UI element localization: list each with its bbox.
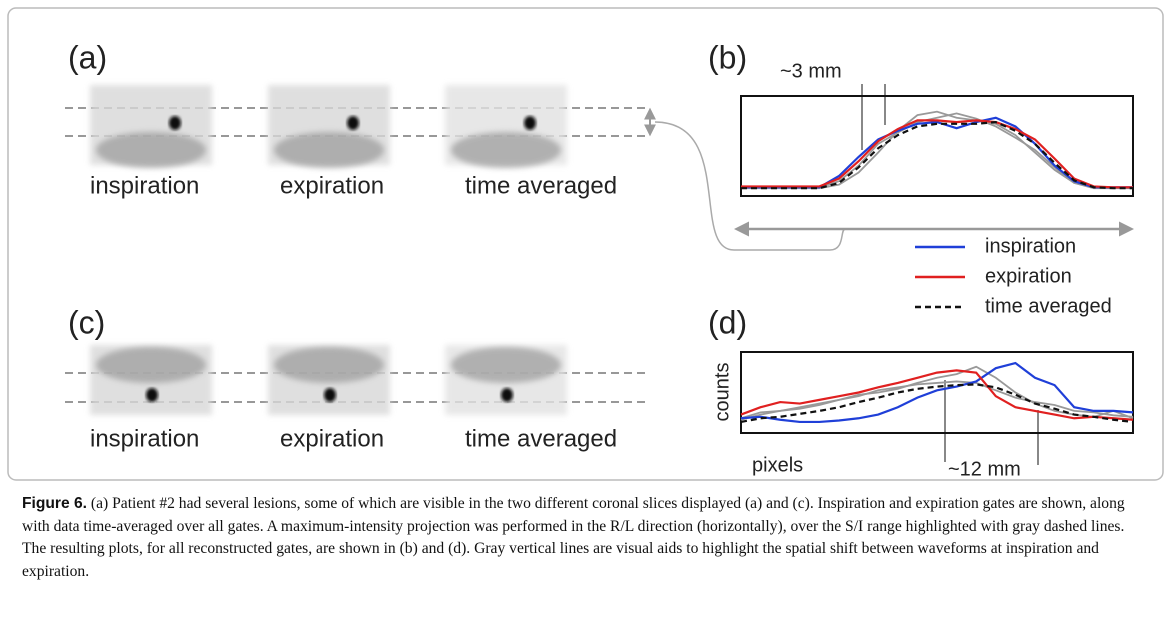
series-line xyxy=(740,361,1134,424)
lesion xyxy=(169,116,181,130)
scan-shadow xyxy=(274,132,384,168)
scan-shadow xyxy=(96,347,206,383)
annotation: ~12 mm xyxy=(948,458,1021,480)
panel-label: (d) xyxy=(708,304,747,340)
y-axis-label: counts xyxy=(711,363,733,422)
panel-label: (c) xyxy=(68,304,105,340)
image-label: expiration xyxy=(280,172,384,199)
annotation: ~3 mm xyxy=(780,60,842,82)
caption: Figure 6. (a) Patient #2 had several les… xyxy=(22,493,1152,583)
panel-label: (a) xyxy=(68,39,107,75)
series-line xyxy=(741,119,1133,189)
series-line xyxy=(741,116,1133,189)
scan-shadow xyxy=(274,347,384,383)
series-line xyxy=(740,380,1134,420)
series-line xyxy=(740,369,1134,421)
lesion xyxy=(146,388,158,402)
image-label: time averaged xyxy=(465,425,617,452)
figure-border xyxy=(7,7,1164,481)
legend-label: inspiration xyxy=(985,235,1076,257)
plot-frame xyxy=(740,95,1134,197)
lesion xyxy=(524,116,536,130)
plot-frame xyxy=(740,351,1134,434)
caption-text: (a) Patient #2 had several lesions, some… xyxy=(22,495,1125,580)
image-label: time averaged xyxy=(465,172,617,199)
caption-label: Figure 6. xyxy=(22,495,87,512)
series-line xyxy=(741,120,1133,190)
x-axis-label: pixels xyxy=(752,454,803,476)
scan-shadow xyxy=(451,347,561,383)
image-label: inspiration xyxy=(90,425,199,452)
series-line xyxy=(740,383,1134,424)
legend-label: expiration xyxy=(985,265,1072,287)
legend-label: time averaged xyxy=(985,295,1112,317)
panel-label: (b) xyxy=(708,39,747,75)
image-label: inspiration xyxy=(90,172,199,199)
lesion xyxy=(501,388,513,402)
scan-shadow xyxy=(451,132,561,168)
lesion xyxy=(347,116,359,130)
image-label: expiration xyxy=(280,425,384,452)
connector xyxy=(654,121,846,251)
lesion xyxy=(324,388,336,402)
scan-shadow xyxy=(96,132,206,168)
